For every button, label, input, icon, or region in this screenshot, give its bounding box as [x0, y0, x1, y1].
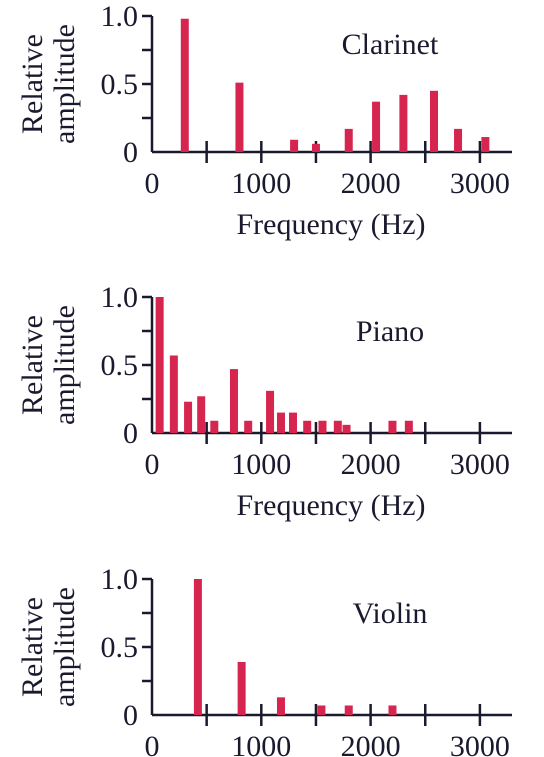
y-axis-label: amplitude	[48, 24, 81, 144]
chart-title: Clarinet	[342, 28, 439, 61]
x-axis-label: Frequency (Hz)	[236, 489, 425, 522]
bar	[342, 424, 351, 433]
x-tick-label: 1000	[231, 448, 291, 481]
bar	[229, 369, 238, 433]
y-tick-label: 0	[123, 136, 138, 169]
bar	[404, 420, 413, 433]
x-tick-label: 1000	[231, 730, 291, 757]
bar	[344, 705, 353, 715]
y-tick-label: 0.5	[101, 631, 139, 664]
x-tick-label: 0	[145, 167, 160, 200]
bar	[303, 420, 312, 433]
y-tick-label: 0	[123, 699, 138, 732]
bar	[266, 390, 275, 433]
bar	[317, 705, 326, 715]
bar	[372, 101, 381, 152]
chart-title: Piano	[356, 315, 424, 348]
y-tick-label: 1.0	[101, 281, 139, 314]
y-axis-label: Relative	[16, 597, 49, 697]
x-axis-label: Frequency (Hz)	[236, 208, 425, 241]
y-axis-label: Relative	[16, 34, 49, 134]
y-tick-label: 0	[123, 417, 138, 450]
bar	[429, 90, 438, 152]
bar	[399, 94, 408, 152]
bar	[276, 697, 285, 715]
y-tick-label: 0.5	[101, 349, 139, 382]
y-axis-label: Relative	[16, 315, 49, 415]
y-tick-label: 0.5	[101, 68, 139, 101]
x-tick-label: 3000	[450, 167, 510, 200]
bar	[197, 396, 206, 433]
chart-panel-clarinet: 0 0.5 1.0 0 1000 2000 3000 Relative amplitude Fre…	[16, 0, 512, 241]
bar	[180, 18, 189, 152]
bar	[276, 412, 285, 433]
bar	[288, 412, 297, 433]
bar	[210, 420, 219, 433]
bar	[481, 137, 490, 152]
y-axis-label: amplitude	[48, 587, 81, 707]
bar	[318, 420, 327, 433]
bar	[235, 82, 244, 152]
bar	[169, 355, 178, 433]
bar	[290, 139, 299, 152]
bar	[155, 297, 164, 433]
x-tick-label: 1000	[231, 167, 291, 200]
x-tick-label: 2000	[341, 730, 401, 757]
bar	[388, 705, 397, 715]
y-tick-label: 1.0	[101, 0, 139, 33]
chart-title: Violin	[353, 597, 428, 630]
y-tick-label: 1.0	[101, 563, 139, 596]
y-axis-label: amplitude	[48, 305, 81, 425]
x-tick-label: 2000	[341, 167, 401, 200]
bar	[388, 420, 397, 433]
bar	[193, 579, 202, 715]
x-tick-label: 0	[145, 730, 160, 757]
bar	[344, 128, 353, 152]
bar	[244, 420, 253, 433]
x-tick-label: 3000	[450, 730, 510, 757]
chart-panel-piano: 0 0.5 1.0 0 1000 2000 3000 Relative amplitude Fre…	[16, 281, 512, 522]
bar	[184, 401, 193, 433]
x-tick-label: 0	[145, 448, 160, 481]
x-tick-label: 2000	[341, 448, 401, 481]
bar	[311, 143, 320, 152]
bar	[237, 661, 246, 715]
x-tick-label: 3000	[450, 448, 510, 481]
bar	[333, 420, 342, 433]
bar	[454, 128, 463, 152]
chart-panel-violin: 0 0.5 1.0 0 1000 2000 3000 Relative amplitude Vio…	[16, 563, 512, 757]
